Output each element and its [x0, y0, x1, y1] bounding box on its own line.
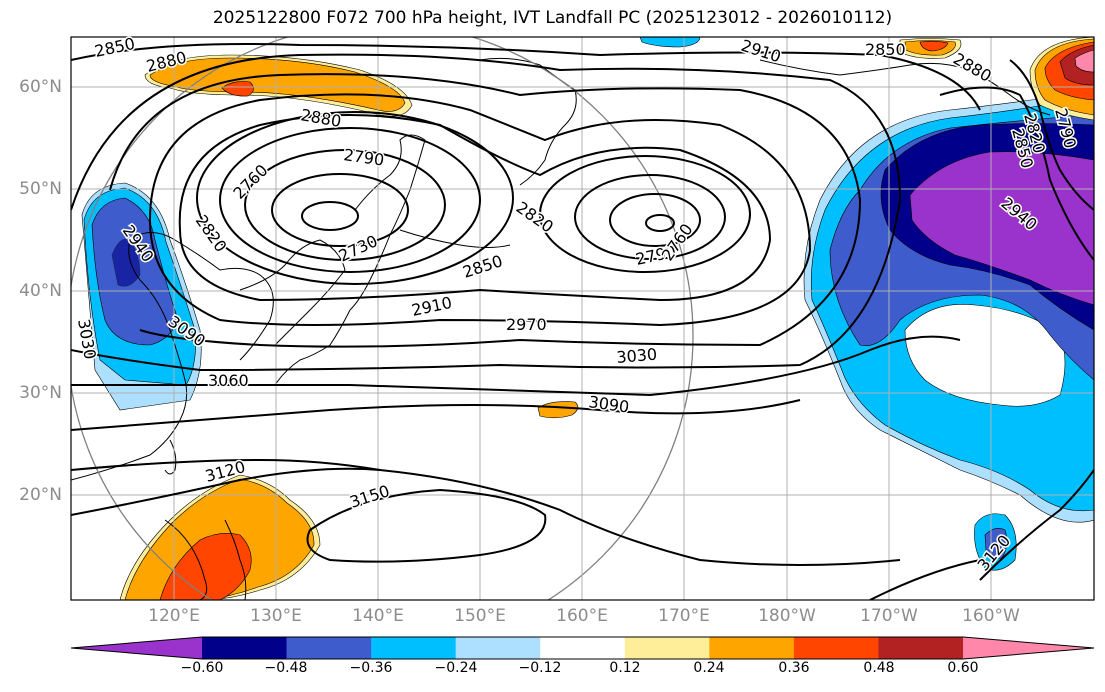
- lat-label: 20°N: [19, 485, 62, 505]
- colorbar-outline: [70, 636, 1095, 660]
- colorbar-segment: [286, 637, 372, 659]
- range-circle: [71, 37, 694, 600]
- lon-label: 160°W: [962, 606, 1020, 626]
- colorbar-tick-label: 0.60: [947, 660, 979, 676]
- contour-label: 3030: [616, 345, 658, 367]
- contour-label: 2850: [865, 40, 906, 59]
- map-title: 2025122800 F072 700 hPa height, IVT Land…: [212, 8, 893, 28]
- shade-east-purple: [909, 151, 1094, 306]
- lon-label: 120°E: [148, 606, 200, 626]
- colorbar-segment: [878, 637, 964, 659]
- colorbar-tick-label: −0.60: [180, 660, 224, 676]
- lon-label: 140°E: [352, 606, 404, 626]
- shade-north-red: [221, 81, 254, 97]
- colorbar-segment: [540, 637, 626, 659]
- colorbar-segment: [624, 637, 710, 659]
- colorbar-tick-label: −0.12: [518, 660, 562, 676]
- contour-label: 3060: [208, 371, 249, 390]
- lat-label: 50°N: [19, 179, 62, 199]
- colorbar-segment: [202, 637, 288, 659]
- height-contours: [71, 43, 1094, 600]
- shade-south-red: [159, 533, 252, 600]
- colorbar-extend-high: [963, 637, 1094, 659]
- map-frame: [70, 36, 1095, 601]
- contour-label: 2970: [506, 315, 547, 334]
- colorbar-tick-label: 0.12: [609, 660, 641, 676]
- colorbar-tick-label: −0.24: [434, 660, 478, 676]
- shade-corner-pink: [1074, 49, 1094, 73]
- colorbar-tick-label: 0.36: [778, 660, 810, 676]
- shade-east-white-hole: [904, 304, 1066, 407]
- lon-label: 150°E: [454, 606, 506, 626]
- lon-label: 180°W: [758, 606, 816, 626]
- colorbar-segment: [455, 637, 541, 659]
- colorbar-tick-label: −0.36: [349, 660, 393, 676]
- lat-label: 40°N: [19, 281, 62, 301]
- shade-east-small-blue: [984, 528, 1008, 559]
- colorbar: [70, 636, 1095, 660]
- shade-top-cyan: [639, 37, 701, 48]
- colorbar-tick-label: 0.48: [863, 660, 895, 676]
- colorbar-segment: [709, 637, 795, 659]
- shade-west-navy: [111, 238, 141, 287]
- lon-label: 170°W: [860, 606, 918, 626]
- colorbar-segment: [793, 637, 879, 659]
- lat-label: 30°N: [19, 383, 62, 403]
- lat-label: 60°N: [19, 77, 62, 97]
- lon-label: 130°E: [250, 606, 302, 626]
- lon-label: 160°E: [556, 606, 608, 626]
- colorbar-extend-low: [71, 637, 202, 659]
- colorbar-tick-label: −0.48: [264, 660, 308, 676]
- ivt-shading: [81, 37, 1094, 600]
- shade-ne-red: [919, 40, 949, 52]
- lon-label: 170°E: [658, 606, 710, 626]
- colorbar-tick-label: 0.24: [693, 660, 725, 676]
- colorbar-segment: [371, 637, 457, 659]
